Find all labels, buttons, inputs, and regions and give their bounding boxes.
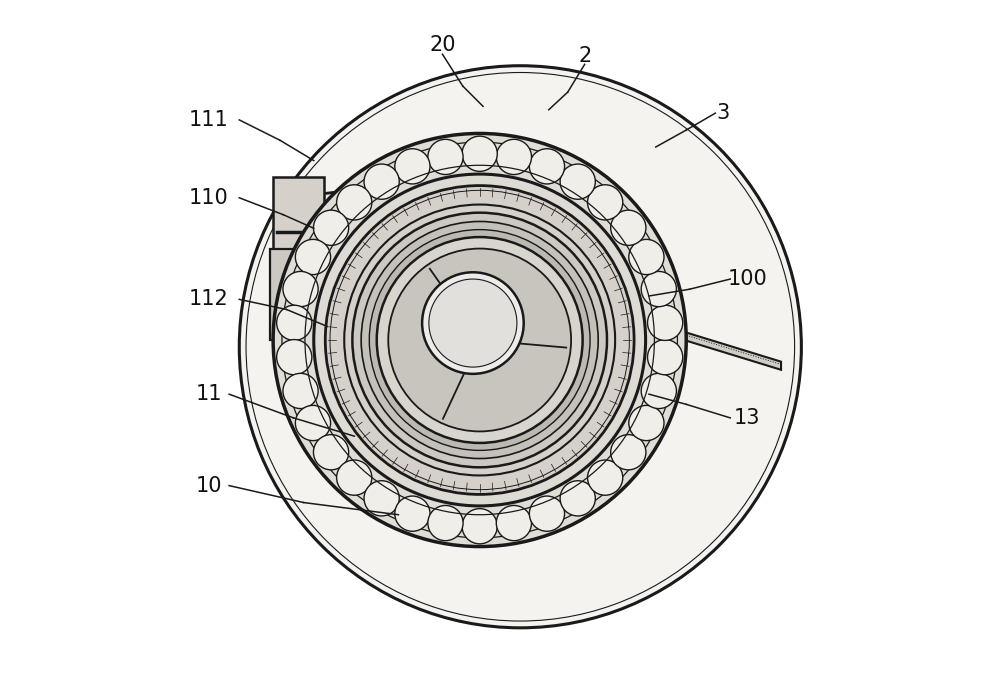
- Circle shape: [641, 271, 676, 307]
- Circle shape: [314, 174, 646, 506]
- Circle shape: [629, 239, 664, 275]
- Circle shape: [587, 204, 609, 226]
- Circle shape: [364, 164, 399, 199]
- Circle shape: [529, 496, 565, 531]
- Circle shape: [422, 272, 524, 374]
- Circle shape: [295, 405, 331, 441]
- Circle shape: [496, 505, 532, 541]
- Circle shape: [337, 185, 372, 220]
- Circle shape: [579, 196, 617, 234]
- Circle shape: [611, 210, 646, 245]
- Circle shape: [335, 369, 373, 407]
- Circle shape: [462, 136, 497, 171]
- Circle shape: [484, 480, 522, 518]
- Circle shape: [337, 460, 372, 495]
- Text: 100: 100: [727, 269, 767, 289]
- Circle shape: [493, 488, 514, 510]
- Polygon shape: [642, 319, 781, 370]
- Text: 20: 20: [429, 35, 456, 55]
- Circle shape: [295, 239, 331, 275]
- Circle shape: [273, 133, 686, 547]
- Circle shape: [428, 505, 463, 541]
- Circle shape: [277, 339, 312, 375]
- Circle shape: [475, 471, 532, 528]
- Circle shape: [344, 377, 365, 398]
- Text: 10: 10: [196, 475, 222, 496]
- Circle shape: [361, 222, 598, 458]
- Circle shape: [560, 164, 595, 199]
- Circle shape: [395, 496, 430, 531]
- Circle shape: [277, 305, 312, 341]
- Circle shape: [283, 271, 318, 307]
- Circle shape: [395, 149, 430, 184]
- Bar: [273, 177, 324, 252]
- Text: 111: 111: [189, 110, 229, 130]
- Circle shape: [283, 373, 318, 409]
- Circle shape: [641, 373, 676, 409]
- Text: 13: 13: [734, 408, 760, 428]
- Bar: [270, 249, 327, 340]
- Polygon shape: [297, 167, 649, 520]
- Circle shape: [239, 66, 801, 628]
- Text: 110: 110: [189, 188, 229, 208]
- Circle shape: [428, 139, 463, 175]
- Circle shape: [377, 237, 583, 443]
- Text: 11: 11: [196, 384, 222, 404]
- Text: 112: 112: [189, 290, 229, 309]
- Circle shape: [588, 185, 623, 220]
- Circle shape: [429, 279, 517, 367]
- Circle shape: [326, 359, 383, 416]
- Text: 3: 3: [717, 103, 730, 123]
- Circle shape: [611, 435, 646, 470]
- Circle shape: [369, 230, 590, 450]
- Circle shape: [364, 481, 399, 516]
- Circle shape: [352, 213, 607, 467]
- Circle shape: [588, 460, 623, 495]
- Circle shape: [529, 149, 565, 184]
- Circle shape: [313, 435, 349, 470]
- Circle shape: [388, 249, 571, 431]
- Circle shape: [496, 139, 532, 175]
- Circle shape: [462, 509, 497, 544]
- Circle shape: [629, 405, 664, 441]
- Text: 2: 2: [578, 46, 591, 65]
- Circle shape: [648, 305, 683, 341]
- Circle shape: [648, 339, 683, 375]
- Circle shape: [313, 210, 349, 245]
- Circle shape: [570, 186, 627, 243]
- Circle shape: [560, 481, 595, 516]
- Circle shape: [325, 186, 634, 494]
